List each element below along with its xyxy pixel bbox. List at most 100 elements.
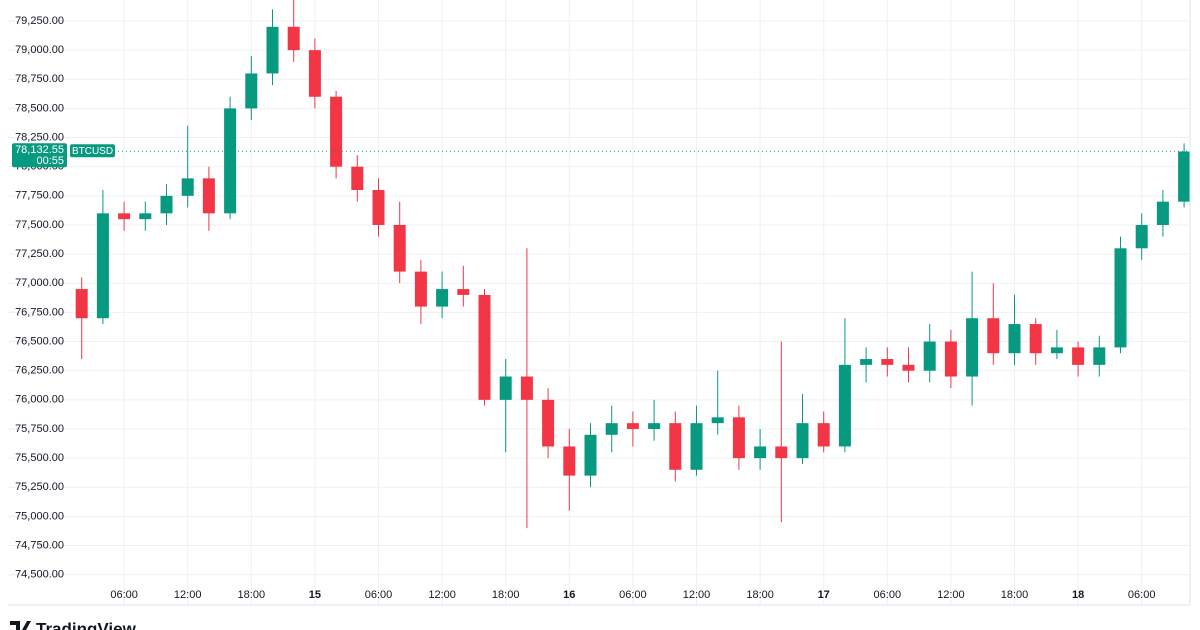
y-tick-label: 77,750.00 [15,190,64,202]
y-tick-label: 75,500.00 [15,452,64,464]
last-price-label: 78,132.55 [15,144,64,156]
candle-body [1072,347,1085,365]
candle-body [796,423,809,459]
y-tick-label: 76,250.00 [15,365,64,377]
candle-body [1093,347,1106,365]
candle-body [669,423,682,470]
x-tick-label: 06:00 [365,589,393,601]
y-tick-label: 77,500.00 [15,219,64,231]
candle-body [181,178,194,196]
candle-body [436,289,449,307]
candle-body [563,446,576,476]
y-tick-label: 75,000.00 [15,510,64,522]
y-tick-label: 74,750.00 [15,539,64,551]
candle-body [414,271,427,307]
y-tick-label: 78,250.00 [15,131,64,143]
candle-body [626,423,639,429]
x-tick-label: 06:00 [619,589,647,601]
candle-body [1008,324,1021,354]
candle-body [457,289,470,295]
candle-body [1178,151,1191,202]
candle-body [96,213,109,319]
candle-body [648,423,661,429]
candle-body [542,399,555,447]
candle-body [372,190,385,225]
candle-body [118,213,131,220]
candles [70,0,1191,529]
candle-body [308,50,321,97]
x-tick-label: 18:00 [1001,589,1029,601]
candle-body [860,359,873,365]
candle-body [732,417,745,459]
candle-body [711,417,724,424]
candle-body [923,341,936,371]
x-tick-label: 06:00 [874,589,902,601]
y-tick-label: 75,750.00 [15,423,64,435]
candle-body [987,318,1000,354]
symbol-label: BTCUSD [72,146,113,157]
labels: 74,500.00 74,750.00 75,000.00 75,250.00 75,5… [12,15,1155,601]
candle-body [160,195,173,214]
candle-body [75,289,88,319]
candle-body [224,108,237,214]
x-tick-label: 15 [309,589,321,601]
candle-body [139,213,152,220]
candle-body [1114,248,1127,348]
x-tick-label: 18:00 [238,589,266,601]
candle-body [330,96,343,167]
candle-body [1029,324,1042,354]
candle-body [1050,347,1063,354]
y-tick-label: 79,250.00 [15,15,64,27]
candle-body [245,73,258,109]
x-tick-label: 16 [563,589,575,601]
candle-body [1135,224,1148,249]
candle-body [902,364,915,371]
grid [8,0,1190,605]
brand-logo [10,621,31,630]
candle-body [202,178,215,214]
candle-body [817,423,830,447]
candle-body [838,364,851,447]
brand: TradingView [36,619,137,630]
candle-body [605,423,618,435]
candle-body [287,26,300,51]
countdown-label: 00:55 [36,155,64,167]
x-tick-label: 06:00 [1128,589,1156,601]
x-tick-label: 18:00 [492,589,520,601]
y-tick-label: 76,000.00 [15,394,64,406]
candle-body [1156,201,1169,225]
candle-body [478,294,491,400]
x-tick-label: 18 [1072,589,1084,601]
y-tick-label: 76,500.00 [15,335,64,347]
symbol-tag [70,144,115,158]
x-tick-label: 12:00 [428,589,456,601]
candle-body [881,359,894,365]
x-tick-label: 17 [818,589,830,601]
candle-body [754,446,767,459]
candle-body [775,446,788,459]
candle-body [966,318,979,377]
candle-body [520,376,533,400]
y-tick-label: 75,250.00 [15,481,64,493]
x-tick-label: 12:00 [174,589,202,601]
y-tick-label: 74,500.00 [15,569,64,581]
candle-body [944,341,957,377]
candle-body [351,166,364,191]
x-tick-label: 12:00 [683,589,711,601]
y-tick-label: 78,750.00 [15,73,64,85]
candle-body [393,224,406,272]
candle-body [266,26,279,74]
y-tick-label: 76,750.00 [15,306,64,318]
y-tick-label: 77,000.00 [15,277,64,289]
candle-body [584,434,597,476]
candle-body [690,423,703,470]
y-tick-label: 79,000.00 [15,44,64,56]
x-tick-label: 18:00 [746,589,774,601]
last-price-box [12,143,67,168]
y-tick-label: 77,250.00 [15,248,64,260]
x-tick-label: 06:00 [110,589,138,601]
x-tick-label: 12:00 [937,589,965,601]
candle-body [499,376,512,400]
